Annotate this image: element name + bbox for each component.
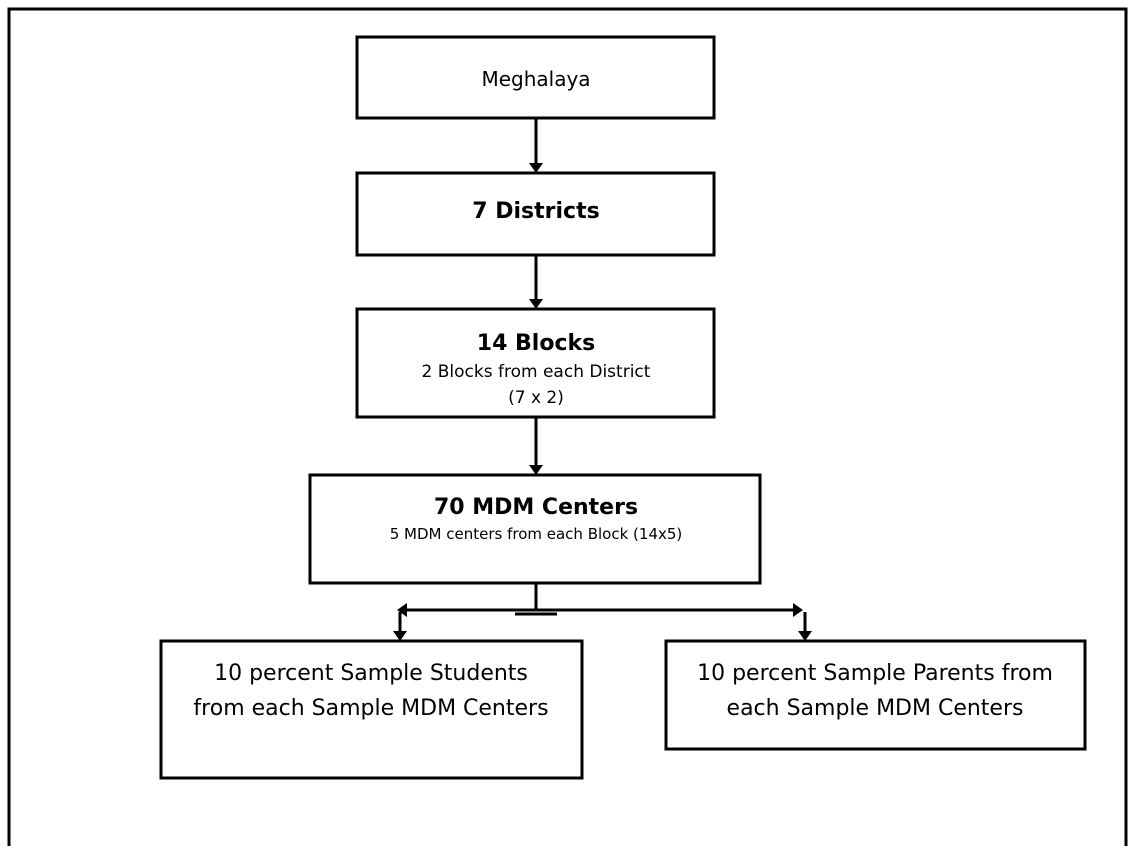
node-title: 7 Districts <box>472 199 599 224</box>
node-text: each Sample MDM Centers <box>727 696 1024 721</box>
arrowhead <box>529 299 543 309</box>
node-text: 10 percent Sample Students <box>214 661 528 686</box>
node-title: 70 MDM Centers <box>434 495 638 520</box>
node-title: Meghalaya <box>481 67 590 91</box>
arrowheads <box>393 163 812 641</box>
connectors <box>398 118 807 633</box>
frame <box>7 7 1128 846</box>
arrowhead <box>798 631 812 641</box>
node-text: (7 x 2) <box>508 388 564 408</box>
node-text: 10 percent Sample Parents from <box>697 661 1053 686</box>
arrowhead <box>397 603 407 617</box>
arrowhead <box>393 631 407 641</box>
arrowhead <box>529 163 543 173</box>
box <box>664 639 1087 751</box>
node-text: 2 Blocks from each District <box>422 362 651 382</box>
arrowhead <box>529 465 543 475</box>
arrowhead <box>793 603 803 617</box>
box <box>159 639 584 780</box>
node-text: from each Sample MDM Centers <box>193 696 548 721</box>
node-text: 5 MDM centers from each Block (14x5) <box>390 525 683 543</box>
node-title: 14 Blocks <box>477 331 595 356</box>
